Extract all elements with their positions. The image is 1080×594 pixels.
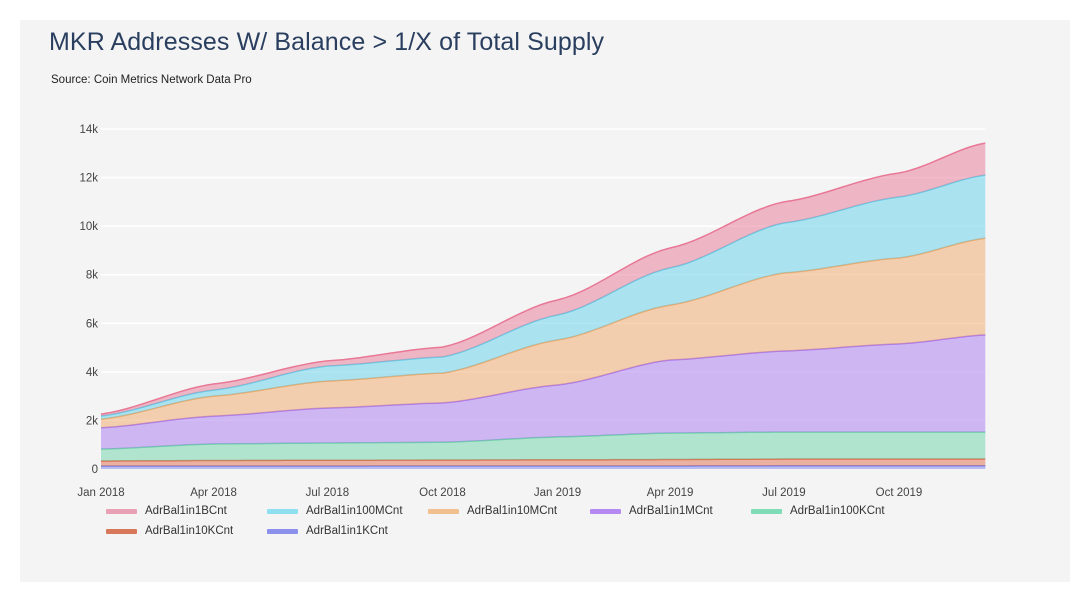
legend-item-100k[interactable]: AdrBal1in100KCnt — [751, 505, 885, 517]
y-tick-label: 0 — [92, 464, 98, 476]
legend-label: AdrBal1in100KCnt — [790, 505, 885, 517]
legend-swatch — [106, 508, 137, 514]
x-tick-label: Jul 2018 — [306, 487, 349, 499]
x-tick-label: Oct 2019 — [876, 487, 923, 499]
legend-item-1m[interactable]: AdrBal1in1MCnt — [590, 505, 713, 517]
y-tick-label: 8k — [86, 270, 98, 282]
legend-swatch — [267, 508, 298, 514]
legend-label: AdrBal1in10KCnt — [145, 525, 234, 537]
legend-swatch — [428, 508, 459, 514]
legend-item-10m[interactable]: AdrBal1in10MCnt — [428, 505, 557, 517]
y-axis-ticks: 0 2k 4k 6k 8k 10k 12k 14k — [79, 124, 98, 476]
legend-swatch — [590, 508, 621, 514]
legend-swatch — [106, 528, 137, 534]
y-tick-label: 2k — [86, 415, 98, 427]
legend-item-10k[interactable]: AdrBal1in10KCnt — [106, 525, 233, 537]
area-AdrBal1in1MCnt[interactable] — [101, 334, 986, 450]
legend-item-100m[interactable]: AdrBal1in100MCnt — [267, 505, 403, 517]
legend-label: AdrBal1in100MCnt — [306, 505, 403, 517]
legend-label: AdrBal1in1MCnt — [629, 505, 713, 517]
x-tick-label: Apr 2019 — [647, 487, 694, 499]
line-AdrBal1in1BCnt — [100, 142, 986, 415]
legend-swatch — [267, 528, 298, 534]
x-tick-label: Jul 2019 — [762, 487, 805, 499]
legend-item-1b[interactable]: AdrBal1in1BCnt — [106, 505, 227, 517]
x-tick-label: Apr 2018 — [190, 487, 237, 499]
area-AdrBal1in100MCnt[interactable] — [101, 175, 986, 420]
y-tick-label: 12k — [79, 173, 98, 185]
chart-subtitle: Source: Coin Metrics Network Data Pro — [51, 74, 252, 86]
y-tick-label: 14k — [79, 124, 98, 136]
legend-item-1k[interactable]: AdrBal1in1KCnt — [267, 525, 388, 537]
legend-label: AdrBal1in1BCnt — [145, 505, 227, 517]
x-tick-label: Jan 2018 — [77, 487, 124, 499]
x-axis-ticks: Jan 2018 Apr 2018 Jul 2018 Oct 2018 Jan 2019… — [77, 487, 922, 499]
y-tick-label: 4k — [86, 367, 98, 379]
legend-label: AdrBal1in1KCnt — [306, 525, 388, 537]
legend-label: AdrBal1in10MCnt — [467, 505, 558, 517]
y-tick-label: 6k — [86, 318, 98, 330]
y-tick-label: 10k — [79, 221, 98, 233]
legend-swatch — [751, 508, 782, 514]
area-AdrBal1in1BCnt[interactable] — [101, 143, 986, 417]
x-tick-label: Jan 2019 — [534, 487, 581, 499]
x-tick-label: Oct 2018 — [419, 487, 466, 499]
area-layers — [100, 142, 986, 469]
chart-title: MKR Addresses W/ Balance > 1/X of Total … — [49, 28, 605, 56]
area-AdrBal1in100KCnt[interactable] — [101, 432, 986, 461]
area-AdrBal1in10MCnt[interactable] — [101, 238, 986, 428]
